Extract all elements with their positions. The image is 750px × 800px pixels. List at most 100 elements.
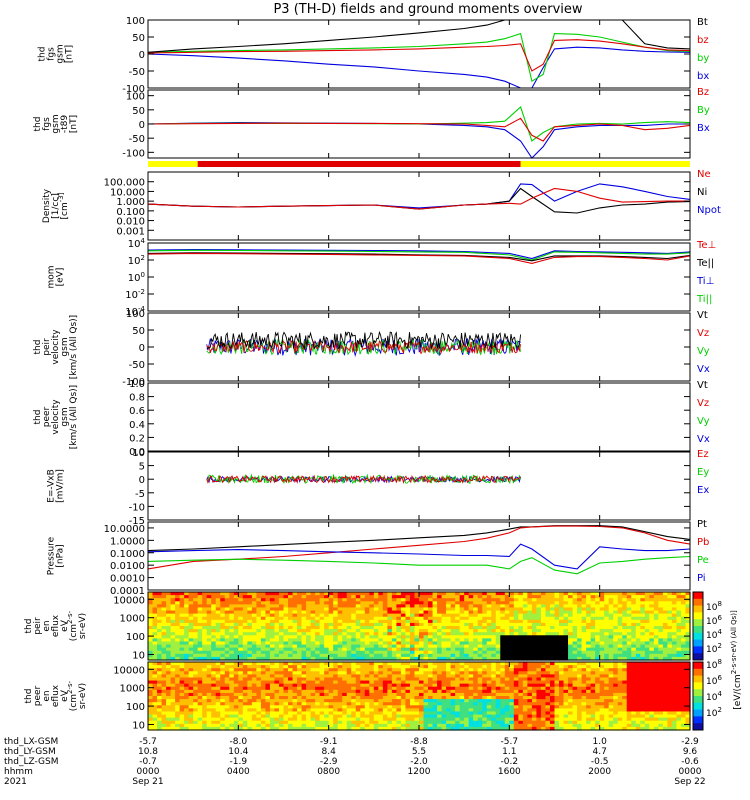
spectrogram-cell xyxy=(382,708,388,713)
spectrogram-cell xyxy=(459,702,465,706)
spectrogram-cell xyxy=(549,717,556,722)
spectrogram-cell xyxy=(161,595,167,599)
spectrogram-cell xyxy=(446,723,452,728)
spectrogram-cell xyxy=(283,656,289,661)
spectrogram-cell xyxy=(441,705,447,709)
legend-entry: Ey xyxy=(697,467,709,478)
spectrogram-cell xyxy=(161,711,167,716)
spectrogram-cell xyxy=(360,692,366,697)
spectrogram-cell xyxy=(297,604,303,609)
spectrogram-cell xyxy=(400,635,407,639)
spectrogram-cell xyxy=(269,622,276,627)
spectrogram-cell xyxy=(251,635,257,639)
spectrogram-cell xyxy=(274,696,280,700)
y-tick-label: 0.8 xyxy=(129,393,145,404)
spectrogram-cell xyxy=(242,632,248,636)
spectrogram-cell xyxy=(315,595,321,599)
y-tick-label: 100 xyxy=(128,271,145,284)
spectrogram-cell xyxy=(563,641,569,646)
spectrogram-cell xyxy=(206,638,212,643)
spectrogram-cell xyxy=(545,689,551,694)
spectrogram-cell xyxy=(409,708,416,713)
spectrogram-cell xyxy=(450,635,456,639)
spectrogram-cell xyxy=(175,699,181,703)
spectrogram-cell xyxy=(441,720,447,725)
spectrogram-cell xyxy=(622,638,628,643)
spectrogram-cell xyxy=(653,598,659,602)
spectrogram-cell xyxy=(328,699,334,703)
spectrogram-cell xyxy=(428,635,434,639)
spectrogram-cell xyxy=(229,613,235,618)
spectrogram-cell xyxy=(175,629,181,633)
spectrogram-cell xyxy=(175,656,181,661)
spectrogram-cell xyxy=(382,595,388,599)
spectrogram-cell xyxy=(631,635,637,639)
spectrogram-cell xyxy=(455,680,461,685)
spectrogram-cell xyxy=(432,711,438,716)
spectrogram-cell xyxy=(419,622,425,627)
spectrogram-cell xyxy=(464,696,470,700)
spectrogram-cell xyxy=(590,644,596,649)
spectrogram-cell xyxy=(545,686,551,691)
spectrogram-cell xyxy=(540,683,547,688)
spectrogram-cell xyxy=(328,689,334,694)
spectrogram-cell xyxy=(188,686,194,691)
spectrogram-cell xyxy=(179,711,185,716)
spectrogram-cell xyxy=(206,720,212,725)
spectrogram-cell xyxy=(197,705,203,709)
spectrogram-cell xyxy=(269,598,276,602)
spectrogram-cell xyxy=(378,653,384,658)
spectrogram-cell xyxy=(373,622,379,627)
spectrogram-cell xyxy=(640,604,646,609)
spectrogram-cell xyxy=(595,647,601,652)
spectrogram-cell xyxy=(148,683,154,688)
spectrogram-cell xyxy=(676,644,682,649)
spectrogram-cell xyxy=(455,629,461,633)
spectrogram-cell xyxy=(360,717,366,722)
spectrogram-cell xyxy=(540,598,547,602)
spectrogram-cell xyxy=(278,662,285,666)
spectrogram-cell xyxy=(536,595,542,599)
spectrogram-cell xyxy=(378,662,384,666)
spectrogram-cell xyxy=(482,723,488,728)
spectrogram-cell xyxy=(378,720,384,725)
spectrogram-cell xyxy=(396,622,402,627)
spectrogram-cell xyxy=(224,668,230,672)
spectrogram-cell xyxy=(549,619,556,624)
spectrogram-cell xyxy=(369,711,375,716)
spectrogram-cell xyxy=(387,647,393,652)
spectrogram-cell xyxy=(545,650,551,655)
spectrogram-cell xyxy=(224,641,230,646)
spectrogram-cell xyxy=(369,692,375,697)
spectrogram-cell xyxy=(658,626,664,630)
spectrogram-cell xyxy=(409,598,416,602)
spectrogram-cell xyxy=(491,604,497,609)
spectrogram-cell xyxy=(206,604,212,609)
spectrogram-cell xyxy=(337,711,343,716)
y-tick-label: 50 xyxy=(132,33,145,44)
spectrogram-cell xyxy=(635,622,641,627)
spectrogram-cell xyxy=(540,635,547,639)
spectrogram-cell xyxy=(432,689,438,694)
spectrogram-cell xyxy=(224,632,230,636)
spectrogram-cell xyxy=(536,647,542,652)
spectrogram-cell xyxy=(595,638,601,643)
spectrogram-cell xyxy=(197,644,203,649)
spectrogram-cell xyxy=(170,604,176,609)
spectrogram-cell xyxy=(333,616,339,621)
spectrogram-cell xyxy=(324,677,330,682)
spectrogram-cell xyxy=(428,656,434,661)
spectrogram-cell xyxy=(364,720,370,725)
spectrogram-cell xyxy=(559,653,565,658)
spectrogram-cell xyxy=(396,705,402,709)
spectrogram-cell xyxy=(662,592,669,596)
spectrogram-cell xyxy=(554,616,560,621)
spectrogram-cell xyxy=(509,622,515,627)
spectrogram-cell xyxy=(265,717,271,722)
spectrogram-cell xyxy=(292,601,298,605)
spectrogram-cell xyxy=(197,677,203,682)
spectrogram-cell xyxy=(540,641,547,646)
spectrogram-cell xyxy=(315,644,321,649)
spectrogram-cell xyxy=(193,595,199,599)
spectrogram-cell xyxy=(419,708,425,713)
